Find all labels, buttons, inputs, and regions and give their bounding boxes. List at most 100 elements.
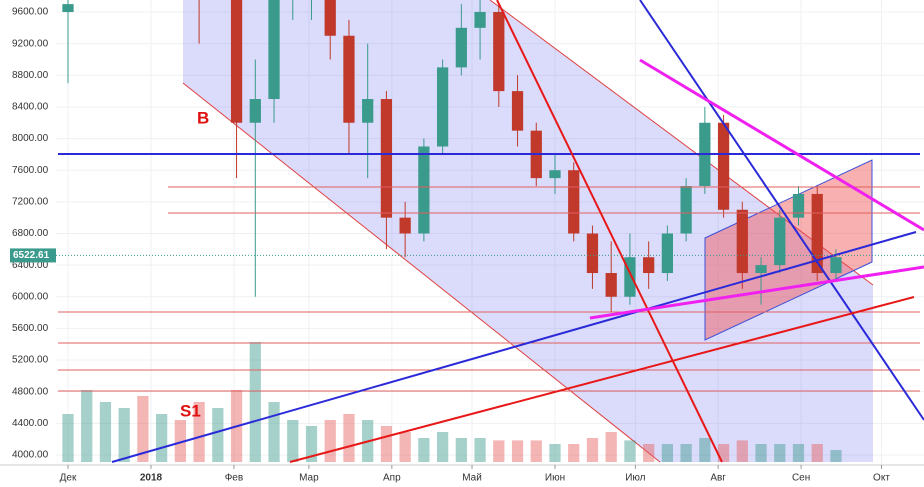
trend-line bbox=[289, 296, 915, 463]
y-tick-label: 5200.00 bbox=[12, 355, 49, 366]
volume-bar bbox=[212, 408, 224, 462]
candle-body bbox=[643, 257, 655, 274]
candle-body bbox=[268, 0, 280, 100]
volume-bar bbox=[792, 444, 805, 462]
volume-bar bbox=[380, 426, 393, 462]
drawings bbox=[182, 0, 874, 463]
candle-body bbox=[830, 257, 842, 274]
volume-bar bbox=[474, 438, 486, 462]
x-tick-label: Май bbox=[462, 473, 482, 484]
candle-body bbox=[774, 217, 786, 266]
volume-bar bbox=[62, 414, 74, 462]
candle-body bbox=[792, 193, 805, 218]
candle-body bbox=[736, 209, 748, 274]
volume-bar bbox=[811, 444, 823, 462]
volume-bar bbox=[774, 444, 786, 462]
x-tick-label: Фев bbox=[225, 473, 243, 484]
channel-line bbox=[182, 82, 661, 463]
y-tick-label: 7200.00 bbox=[12, 196, 49, 207]
volume-bar bbox=[624, 440, 636, 462]
y-tick-label: 6400.00 bbox=[12, 260, 49, 271]
trend-line bbox=[639, 58, 924, 232]
annotation: B bbox=[197, 108, 209, 127]
volume-bar bbox=[193, 402, 205, 462]
x-tick-label: Апр bbox=[383, 473, 401, 484]
candle-body bbox=[624, 257, 636, 297]
volume-bar bbox=[268, 402, 280, 462]
volume-bar bbox=[436, 432, 449, 462]
candle-body bbox=[755, 265, 767, 274]
candle-body bbox=[586, 233, 599, 274]
y-tick-label: 6000.00 bbox=[12, 291, 49, 302]
price-label-box bbox=[10, 248, 56, 263]
y-tick-label: 7600.00 bbox=[12, 165, 49, 176]
volume-bar bbox=[680, 444, 692, 462]
x-tick-label: Авг bbox=[710, 473, 726, 484]
volume-bar bbox=[455, 438, 467, 462]
volume-bar bbox=[118, 408, 130, 462]
y-tick-label: 8800.00 bbox=[12, 70, 49, 81]
volume-bar bbox=[605, 432, 617, 462]
volume-bar bbox=[99, 402, 112, 462]
x-tick-label: Июн bbox=[545, 473, 565, 484]
x-tick-label: Мар bbox=[299, 473, 319, 484]
volume-bar bbox=[755, 444, 767, 462]
x-tick-label: Дек bbox=[60, 473, 77, 484]
candle-body bbox=[568, 170, 580, 234]
candle-body bbox=[605, 273, 617, 297]
candle-body bbox=[436, 67, 449, 147]
candle-body bbox=[474, 12, 486, 28]
candle-body bbox=[324, 0, 336, 36]
candle-body bbox=[511, 91, 524, 131]
volume-bar bbox=[586, 438, 599, 462]
trend-line bbox=[589, 265, 924, 320]
volume-bar bbox=[174, 420, 186, 462]
volume-bar bbox=[661, 444, 674, 462]
y-tick-label: 9200.00 bbox=[12, 38, 49, 49]
channel bbox=[183, 0, 873, 462]
candle-body bbox=[230, 0, 243, 123]
volume-bar bbox=[549, 444, 561, 462]
volume-bar bbox=[699, 438, 711, 462]
trend-line bbox=[639, 0, 924, 421]
grid bbox=[56, 0, 924, 465]
x-tick-label: Окт bbox=[873, 473, 890, 484]
candle-body bbox=[717, 122, 730, 210]
volume-bar bbox=[530, 440, 542, 462]
y-tick-label: 9600.00 bbox=[12, 7, 49, 18]
y-tick-label: 4400.00 bbox=[12, 418, 49, 429]
candle-body bbox=[249, 99, 261, 123]
y-tick-label: 4800.00 bbox=[12, 386, 49, 397]
candle-body bbox=[362, 99, 374, 123]
volume-bar bbox=[249, 342, 261, 462]
trend-line bbox=[111, 231, 917, 463]
y-tick-label: 8000.00 bbox=[12, 133, 49, 144]
candle-body bbox=[380, 99, 393, 218]
y-tick-label: 6800.00 bbox=[12, 228, 49, 239]
volume-bar bbox=[643, 444, 655, 462]
y-tick-label: 4000.00 bbox=[12, 450, 49, 461]
volume-bar bbox=[324, 420, 336, 462]
channel-line bbox=[489, 0, 874, 286]
candle-body bbox=[811, 193, 823, 274]
volume-bar bbox=[287, 420, 299, 462]
volume-bar bbox=[568, 444, 580, 462]
candle-body bbox=[343, 35, 355, 123]
candle-body bbox=[62, 4, 74, 13]
drawings: B S1 bbox=[58, 0, 924, 463]
candle-body bbox=[661, 233, 674, 274]
candle-body bbox=[549, 170, 561, 179]
price-label: 6522.61 bbox=[13, 250, 50, 261]
candle-body bbox=[399, 217, 411, 234]
candle-body bbox=[493, 12, 505, 92]
volume-bar bbox=[81, 390, 93, 462]
volume-bar bbox=[736, 440, 748, 462]
volume-bar bbox=[717, 444, 730, 462]
volume-bar bbox=[511, 440, 524, 462]
axes: 4000.00 4400.00 4800.00 5200.00 5600.00 6000.… bbox=[10, 7, 924, 484]
y-tick-label: 5600.00 bbox=[12, 323, 49, 334]
volume-bar bbox=[156, 414, 168, 462]
annotation: S1 bbox=[180, 401, 201, 420]
y-tick-label: 8400.00 bbox=[12, 102, 49, 113]
